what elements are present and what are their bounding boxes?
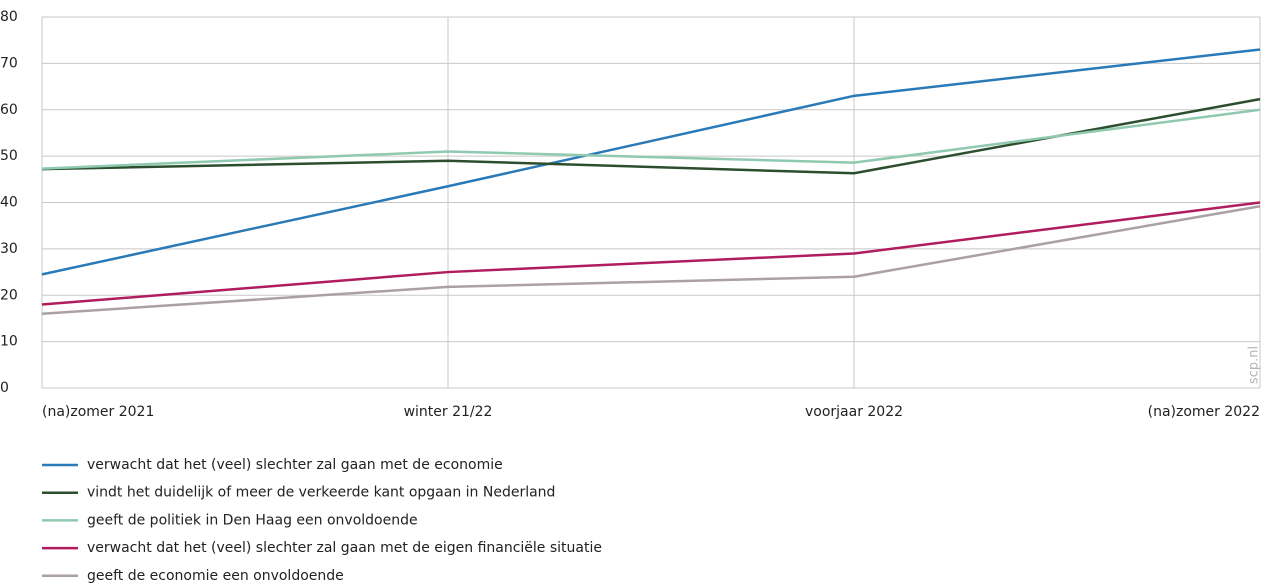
y-tick-label: 20 — [0, 287, 18, 303]
y-tick-label: 30 — [0, 241, 18, 257]
y-tick-label: 70 — [0, 55, 18, 71]
data-line — [41, 204, 1261, 316]
y-tick-label: 60 — [0, 102, 18, 118]
y-tick-label: 10 — [0, 334, 18, 350]
legend-label: vindt het duidelijk of meer de verkeerde… — [87, 485, 555, 501]
data-line — [41, 201, 1261, 306]
x-tick-label: winter 21/22 — [404, 404, 493, 420]
legend-label: verwacht dat het (veel) slechter zal gaa… — [87, 540, 602, 556]
data-line — [41, 108, 1261, 170]
x-tick-label: voorjaar 2022 — [805, 404, 903, 420]
y-tick-label: 0 — [0, 380, 9, 396]
data-line — [41, 48, 1261, 276]
legend-label: geeft de economie een onvoldoende — [87, 568, 344, 584]
legend-label: verwacht dat het (veel) slechter zal gaa… — [87, 457, 503, 473]
y-tick-label: 50 — [0, 148, 18, 164]
y-tick-label: 80 — [0, 9, 18, 25]
watermark: scp.nl — [1247, 346, 1262, 384]
legend-label: geeft de politiek in Den Haag een onvold… — [87, 512, 418, 528]
x-tick-label: (na)zomer 2021 — [42, 404, 154, 420]
x-tick-label: (na)zomer 2022 — [1148, 404, 1260, 420]
y-tick-label: 40 — [0, 195, 18, 211]
